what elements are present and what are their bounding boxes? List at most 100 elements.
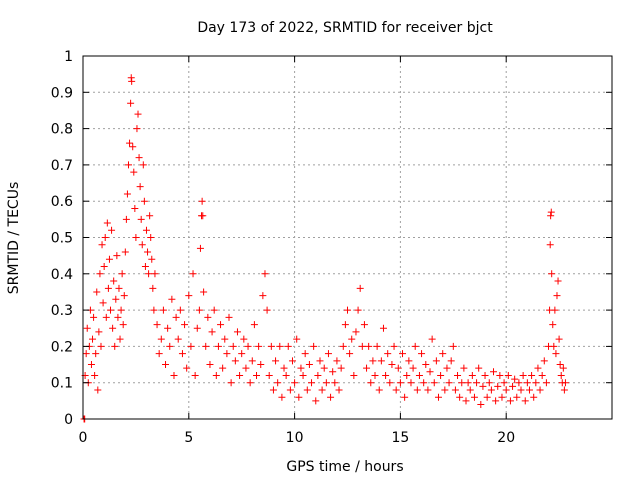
data-point bbox=[485, 379, 493, 387]
y-tick-label: 0 bbox=[64, 412, 73, 428]
x-tick-label: 10 bbox=[286, 430, 304, 446]
data-point bbox=[278, 393, 286, 401]
data-point bbox=[490, 368, 498, 376]
data-point bbox=[185, 292, 193, 300]
data-point bbox=[399, 350, 407, 358]
data-point bbox=[560, 386, 568, 394]
data-point bbox=[437, 371, 445, 379]
data-point bbox=[142, 226, 150, 234]
data-point bbox=[432, 357, 440, 365]
data-point bbox=[365, 342, 373, 350]
data-point bbox=[178, 350, 186, 358]
data-point bbox=[170, 371, 178, 379]
data-point bbox=[255, 342, 263, 350]
data-point bbox=[348, 335, 356, 343]
data-point bbox=[147, 234, 155, 241]
data-point bbox=[94, 386, 102, 394]
data-point bbox=[293, 335, 301, 343]
data-point bbox=[396, 379, 404, 387]
data-point bbox=[103, 219, 111, 227]
data-point bbox=[556, 361, 564, 369]
data-point bbox=[337, 364, 345, 372]
data-point bbox=[198, 197, 206, 205]
data-point bbox=[354, 306, 362, 314]
data-point bbox=[174, 335, 182, 343]
data-point bbox=[117, 306, 125, 314]
data-point bbox=[101, 234, 109, 241]
data-point bbox=[259, 292, 267, 300]
data-point bbox=[96, 270, 104, 278]
data-point bbox=[162, 361, 170, 369]
data-point bbox=[477, 400, 485, 408]
data-point bbox=[301, 350, 309, 358]
data-point bbox=[166, 342, 174, 350]
x-axis-label: GPS time / hours bbox=[286, 459, 403, 475]
data-point bbox=[217, 321, 225, 329]
data-point bbox=[236, 371, 244, 379]
y-tick-label: 1 bbox=[64, 49, 73, 65]
data-point bbox=[356, 284, 364, 292]
data-point bbox=[90, 313, 98, 321]
data-point bbox=[559, 364, 567, 372]
data-point bbox=[261, 270, 269, 278]
data-point bbox=[504, 371, 512, 379]
y-tick-label: 0.5 bbox=[51, 231, 73, 247]
y-tick-label: 0.4 bbox=[51, 267, 73, 283]
data-point bbox=[521, 397, 529, 405]
data-point bbox=[517, 386, 525, 394]
data-point bbox=[390, 342, 398, 350]
data-point bbox=[95, 328, 103, 336]
data-point bbox=[528, 371, 536, 379]
data-point bbox=[532, 379, 540, 387]
data-point bbox=[196, 244, 204, 252]
data-point bbox=[99, 299, 107, 307]
data-point bbox=[554, 277, 562, 285]
data-point bbox=[98, 241, 106, 249]
data-point bbox=[146, 212, 154, 220]
data-point bbox=[327, 393, 335, 401]
data-point bbox=[137, 215, 145, 223]
data-point bbox=[274, 379, 282, 387]
data-point bbox=[413, 386, 421, 394]
data-point bbox=[212, 371, 220, 379]
data-point bbox=[204, 313, 212, 321]
data-point bbox=[506, 397, 514, 405]
y-tick-label: 0.6 bbox=[51, 194, 73, 210]
data-point bbox=[136, 183, 144, 191]
data-point bbox=[481, 371, 489, 379]
data-point bbox=[552, 350, 560, 358]
data-point bbox=[344, 306, 351, 314]
data-point bbox=[238, 350, 246, 358]
data-point bbox=[288, 357, 296, 365]
data-point bbox=[297, 364, 305, 372]
data-point bbox=[135, 154, 143, 162]
data-point bbox=[151, 270, 159, 278]
data-point bbox=[141, 263, 149, 271]
data-point bbox=[134, 110, 142, 118]
data-point bbox=[126, 139, 134, 147]
data-point bbox=[316, 357, 324, 365]
x-tick-label: 0 bbox=[79, 430, 88, 446]
data-point bbox=[210, 306, 218, 314]
data-point bbox=[193, 324, 201, 332]
data-point bbox=[124, 161, 132, 169]
data-point bbox=[420, 379, 428, 387]
data-point bbox=[87, 361, 95, 369]
data-point bbox=[299, 371, 307, 379]
data-point bbox=[534, 364, 542, 372]
data-point bbox=[401, 393, 409, 401]
data-point bbox=[265, 371, 273, 379]
data-point bbox=[369, 357, 377, 365]
data-point bbox=[405, 357, 413, 365]
data-point bbox=[246, 379, 254, 387]
data-point bbox=[360, 321, 368, 329]
data-point bbox=[276, 342, 284, 350]
data-point bbox=[295, 393, 303, 401]
data-point bbox=[168, 295, 176, 303]
data-point bbox=[159, 306, 167, 314]
data-point bbox=[335, 386, 343, 394]
data-point bbox=[341, 321, 349, 329]
data-point bbox=[371, 371, 379, 379]
data-point bbox=[272, 357, 280, 365]
